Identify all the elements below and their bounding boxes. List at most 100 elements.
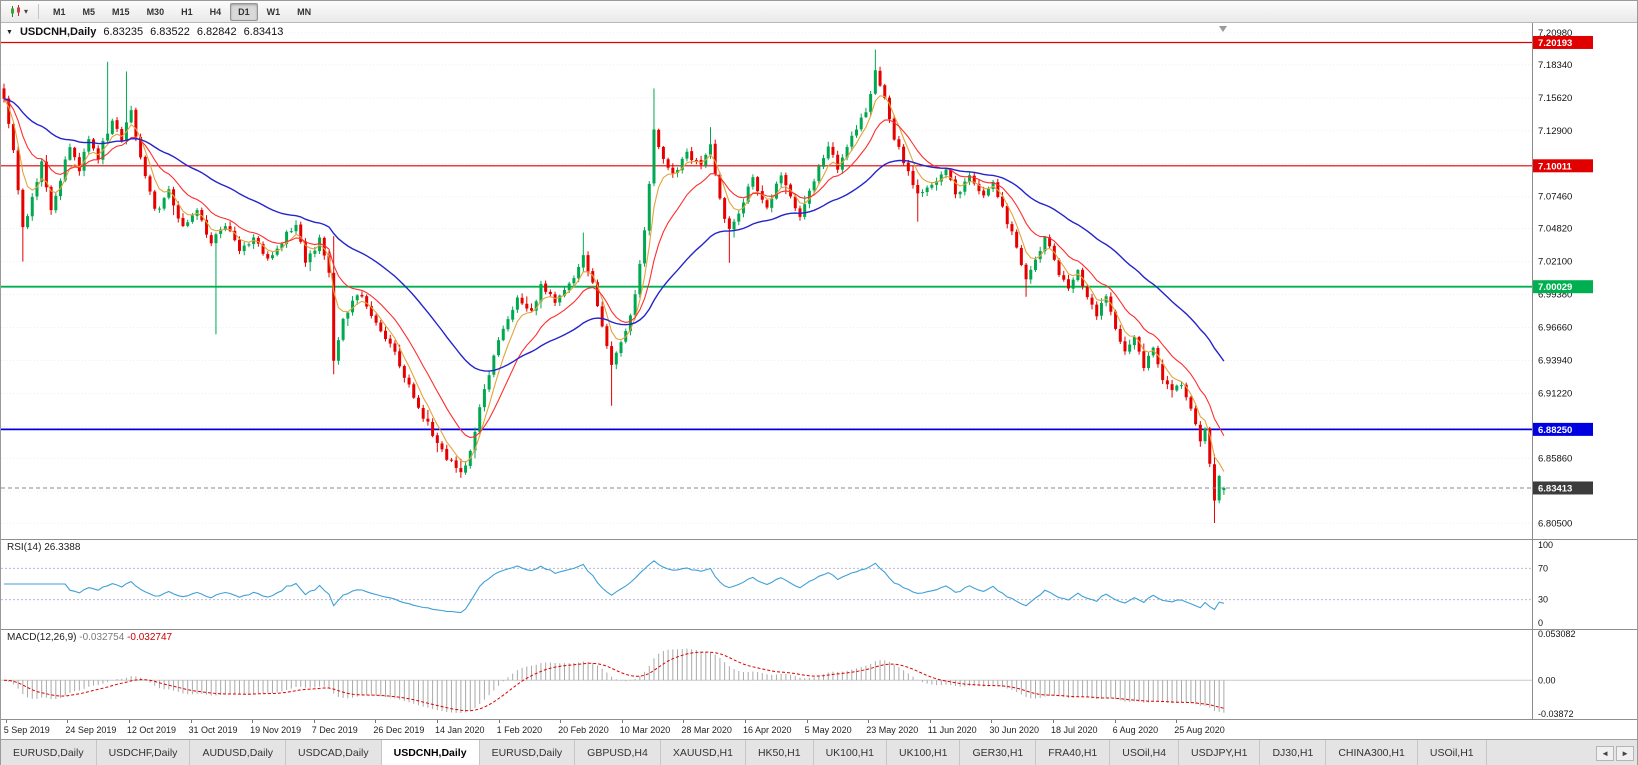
- date-axis-label: 30 Jun 2020: [989, 725, 1039, 735]
- chart-shift-marker[interactable]: [1219, 26, 1227, 32]
- timeframe-button-m5[interactable]: M5: [82, 6, 96, 17]
- timeframe-button-m30[interactable]: M30: [146, 6, 165, 17]
- chart-tab-gbpusd-h4[interactable]: GBPUSD,H4: [575, 740, 661, 765]
- chart-tab-xauusd-h1[interactable]: XAUUSD,H1: [660, 740, 746, 765]
- date-axis-label: 6 Aug 2020: [1112, 725, 1159, 735]
- time-axis[interactable]: 5 Sep 2019 24 Sep 2019 12 Oct 2019 31 Oct 2…: [1, 719, 1637, 739]
- chart-tab-usdcnh-daily[interactable]: USDCNH,Daily: [381, 740, 480, 765]
- date-axis-label: 19 Nov 2019: [250, 725, 302, 735]
- svg-text:7.12900: 7.12900: [1538, 126, 1572, 137]
- chart-tab-usoil-h1[interactable]: USOil,H1: [1417, 740, 1487, 765]
- macd-panel[interactable]: 0.053082 0.00 -0.03872 MACD(12,26,9) -0.03…: [1, 629, 1637, 719]
- timeframe-button-h1[interactable]: H1: [181, 6, 193, 17]
- price-axis-labels: 7.209807.183407.156207.129007.101807.074…: [1538, 28, 1572, 529]
- chart-tabs-bar: EURUSD,Daily USDCHF,Daily AUDUSD,Daily USDC…: [1, 739, 1637, 765]
- svg-text:6.99380: 6.99380: [1538, 290, 1572, 301]
- price-level-box: 6.88250: [1533, 422, 1593, 436]
- time-axis-tick: [560, 720, 562, 723]
- date-axis-label: 1 Feb 2020: [496, 725, 543, 735]
- chart-tab-eurusd-daily[interactable]: EURUSD,Daily: [1, 740, 97, 765]
- timeframe-button-m1[interactable]: M1: [53, 6, 66, 17]
- time-axis-tick: [868, 720, 870, 723]
- time-axis-tick: [252, 720, 254, 723]
- time-axis-tick: [744, 720, 746, 723]
- rsi-axis-label: 30: [1538, 595, 1548, 605]
- toolbar-separator: [38, 4, 40, 19]
- date-axis-label: 31 Oct 2019: [188, 725, 238, 735]
- time-axis-tick: [1114, 720, 1116, 723]
- svg-text:7.02100: 7.02100: [1538, 257, 1572, 268]
- date-axis-label: 16 Apr 2020: [742, 725, 792, 735]
- main-chart-panel[interactable]: 7.209807.183407.156207.129007.101807.074…: [1, 23, 1637, 539]
- svg-text:7.04820: 7.04820: [1538, 224, 1572, 235]
- chart-tab-ger30-h1[interactable]: GER30,H1: [960, 740, 1037, 765]
- timeframe-button-m15[interactable]: M15: [112, 6, 130, 17]
- svg-text:7.18340: 7.18340: [1538, 60, 1572, 71]
- time-axis-tick: [5, 720, 7, 723]
- time-axis-tick: [991, 720, 993, 723]
- svg-text:6.88250: 6.88250: [1538, 425, 1572, 436]
- rsi-axis-label: 100: [1538, 540, 1553, 550]
- chart-tab-audusd-daily[interactable]: AUDUSD,Daily: [190, 740, 287, 765]
- svg-text:7.00029: 7.00029: [1538, 282, 1572, 293]
- timeframe-button-h4[interactable]: H4: [209, 6, 222, 17]
- time-axis-tick: [128, 720, 130, 723]
- date-axis-label: 26 Dec 2019: [373, 725, 425, 735]
- ma-line-5: [3, 95, 1225, 472]
- rsi-axis-label: 0: [1538, 618, 1543, 628]
- macd-signal-line: [3, 651, 1225, 712]
- svg-text:7.20193: 7.20193: [1538, 38, 1572, 49]
- svg-text:7.15620: 7.15620: [1538, 93, 1572, 104]
- timeframe-button-mn[interactable]: MN: [297, 6, 312, 17]
- date-axis-label: 10 Mar 2020: [619, 725, 671, 735]
- tab-scroll-arrows: ◄ ►: [1593, 740, 1637, 765]
- main-chart-canvas[interactable]: 7.209807.183407.156207.129007.101807.074…: [1, 23, 1638, 539]
- chart-tab-usdcad-daily[interactable]: USDCAD,Daily: [286, 740, 382, 765]
- svg-text:6.83413: 6.83413: [1538, 483, 1572, 494]
- candlestick-chart-icon: [11, 5, 20, 17]
- chart-tab-uk100-h1[interactable]: UK100,H1: [887, 740, 961, 765]
- macd-canvas: 0.053082 0.00 -0.03872: [1, 630, 1576, 719]
- svg-text:6.91220: 6.91220: [1538, 388, 1572, 399]
- svg-text:6.96660: 6.96660: [1538, 323, 1572, 334]
- date-axis-label: 25 Aug 2020: [1174, 725, 1225, 735]
- svg-text:7.07460: 7.07460: [1538, 192, 1572, 203]
- chart-tab-dj30-h1[interactable]: DJ30,H1: [1260, 740, 1327, 765]
- rsi-axis-label: 70: [1538, 563, 1548, 573]
- horizontal-level-lines[interactable]: [1, 41, 1532, 431]
- time-axis-tick: [67, 720, 69, 723]
- chart-tab-hk50-h1[interactable]: HK50,H1: [745, 740, 814, 765]
- chart-tab-china300-h1[interactable]: CHINA300,H1: [1326, 740, 1418, 765]
- timeframe-button-w1[interactable]: W1: [266, 6, 281, 17]
- rsi-panel[interactable]: 100 70 30 0 RSI(14) 26.3388: [1, 539, 1637, 629]
- chart-tab-usoil-h4[interactable]: USOil,H4: [1110, 740, 1180, 765]
- chart-tab-usdjpy-h1[interactable]: USDJPY,H1: [1179, 740, 1261, 765]
- price-level-box: 7.10011: [1533, 159, 1593, 173]
- ma-line-13: [3, 98, 1225, 439]
- chart-type-button[interactable]: ▾: [5, 3, 32, 20]
- macd-axis-label: 0.053082: [1538, 630, 1576, 639]
- tab-scroll-left-button[interactable]: ◄: [1596, 745, 1615, 761]
- svg-text:6.85860: 6.85860: [1538, 453, 1572, 464]
- chart-tab-eurusd-daily[interactable]: EURUSD,Daily: [479, 740, 576, 765]
- svg-text:6.80500: 6.80500: [1538, 518, 1572, 529]
- price-level-box: 7.00029: [1533, 280, 1593, 294]
- timeframe-button-d1[interactable]: D1: [230, 2, 258, 21]
- date-axis-label: 18 Jul 2020: [1051, 725, 1098, 735]
- svg-text:7.20980: 7.20980: [1538, 28, 1572, 39]
- time-axis-tick: [683, 720, 685, 723]
- time-axis-tick: [929, 720, 931, 723]
- price-level-box: 6.83413: [1533, 481, 1593, 495]
- chart-tab-fra40-h1[interactable]: FRA40,H1: [1036, 740, 1111, 765]
- date-axis-label: 20 Feb 2020: [558, 725, 609, 735]
- chart-tab-usdchf-daily[interactable]: USDCHF,Daily: [96, 740, 191, 765]
- time-axis-tick: [621, 720, 623, 723]
- chart-tab-uk100-h1[interactable]: UK100,H1: [813, 740, 888, 765]
- time-axis-tick: [190, 720, 192, 723]
- rsi-line: [4, 560, 1225, 614]
- time-axis-tick: [1053, 720, 1055, 723]
- tab-scroll-right-button[interactable]: ►: [1616, 745, 1634, 761]
- date-axis-label: 14 Jan 2020: [434, 725, 485, 735]
- rsi-canvas: 100 70 30 0: [1, 540, 1553, 629]
